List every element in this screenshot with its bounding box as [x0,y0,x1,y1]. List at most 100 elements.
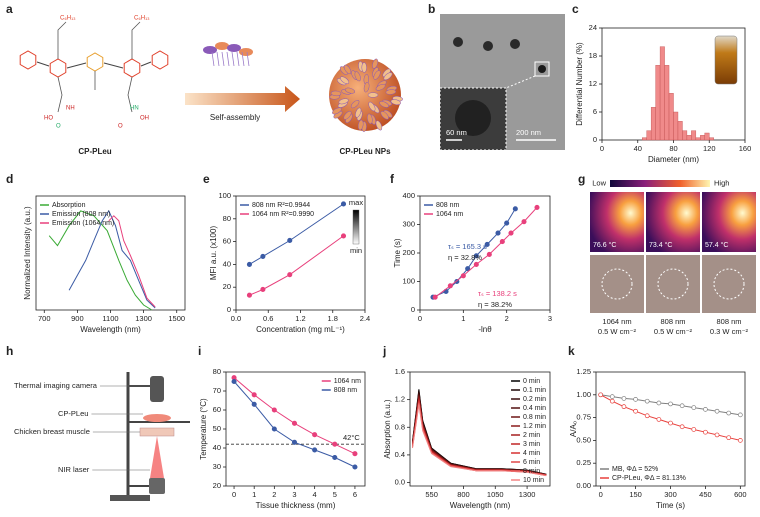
x-tick-label: 0 [599,490,603,499]
data-point [312,432,318,438]
y-tick-label: 1.6 [395,367,405,376]
setup-label: Thermal imaging camera [14,381,98,390]
data-point [246,292,252,298]
x-tick-label: 1 [252,490,256,499]
data-point [598,392,604,398]
legend-label: 0.1 min [523,387,546,394]
thermal-image [702,192,756,252]
data-point [691,405,697,410]
legend-label: 6 min [523,459,540,466]
np-unit [390,99,401,105]
data-point [251,392,257,398]
x-tick-label: 1050 [487,490,504,499]
tissue-photo [646,255,700,313]
legend-label: CP-PLeu, ΦΔ = 81.13% [612,475,686,482]
y-tick-label: 20 [213,481,221,490]
x-tick-label: 600 [734,490,747,499]
data-point [246,261,252,267]
panel-label: e [203,172,210,186]
np-unit [354,71,361,82]
legend-label: 4 min [523,450,540,457]
data-point [271,426,277,432]
condition-power: 0.5 W cm⁻² [654,327,693,336]
data-point [332,441,338,447]
y-tick-label: 20 [223,282,231,291]
legend: MB, ΦΔ = 52% CP-PLeu, ΦΔ = 81.13% [600,466,686,482]
panel-label: b [428,2,435,16]
data-point [332,454,338,461]
y-axis-label: Absorption (a.u.) [383,399,392,458]
tissue-photo [590,255,644,313]
np-unit [380,111,389,120]
histogram-bar [664,65,670,141]
np-unit [357,119,364,131]
panel-label: k [568,344,575,358]
series-line [68,209,156,309]
histogram-bar [655,65,661,141]
data-point [726,435,732,441]
legend-label: 1064 nm [436,211,463,218]
series-line [48,210,153,311]
tem-box [534,61,550,77]
colorbar [352,209,360,245]
thermal-image [590,192,644,252]
data-point [656,400,662,406]
data-point [312,447,318,453]
condition-power: 0.3 W cm⁻² [710,327,749,336]
data-point [287,237,293,244]
data-point [679,403,685,409]
series-line [108,215,156,308]
ring [19,50,37,70]
x-tick-label: 1300 [519,490,536,499]
amphiphile-unit [239,48,253,56]
group-label: HN [130,106,139,112]
legend-label: 0.2 min [523,396,546,403]
x-tick-label: 1300 [135,314,152,323]
annotation: η = 32.8% [448,253,482,262]
x-axis-label: Wavelength (nm) [80,325,141,334]
x-tick-label: 160 [739,144,752,153]
legend-label: Absorption [52,202,86,209]
data-point [633,408,638,414]
y-tick-label: 80 [223,214,231,223]
y-tick-label: 70 [213,386,221,395]
x-axis-label: Time (s) [656,501,685,510]
amphiphile-tail [216,51,220,67]
y-axis-label: Time (s) [393,238,402,267]
data-point [287,272,293,278]
histogram-bar [642,137,647,141]
plot-frame [409,371,551,487]
data-point [737,412,743,418]
x-tick-label: 80 [669,144,677,153]
thermal-low: Low [592,178,606,187]
y-tick-label: 1.2 [395,395,405,404]
laser-beam [150,436,164,478]
y-axis-label: A/A₀ [569,421,578,437]
np-unit [367,113,373,124]
data-point [703,429,708,435]
y-tick-label: 18 [589,51,597,60]
data-point [352,451,358,457]
data-point [534,204,540,210]
np-unit [373,70,381,80]
y-tick-label: 0.00 [576,481,591,490]
x-tick-label: 150 [629,490,642,499]
backbone [36,61,152,69]
annotation: τₛ = 165.3 s [448,242,487,251]
amphiphile-tail [231,51,235,67]
condition-wavelength: 1064 nm [602,317,631,326]
legend-label: 808 nm [334,387,358,394]
data-point [621,404,627,410]
y-tick-label: 0.8 [395,422,405,431]
x-tick-label: 300 [664,490,677,499]
laser [149,478,165,494]
amphiphile-unit [203,46,217,54]
x-tick-label: 550 [425,490,438,499]
histogram-bar [682,130,688,141]
panel-label: d [6,172,13,186]
histogram-bar [709,137,714,141]
data-point [260,286,266,293]
y-tick-label: 30 [213,462,221,471]
y-tick-label: 6 [593,107,597,116]
